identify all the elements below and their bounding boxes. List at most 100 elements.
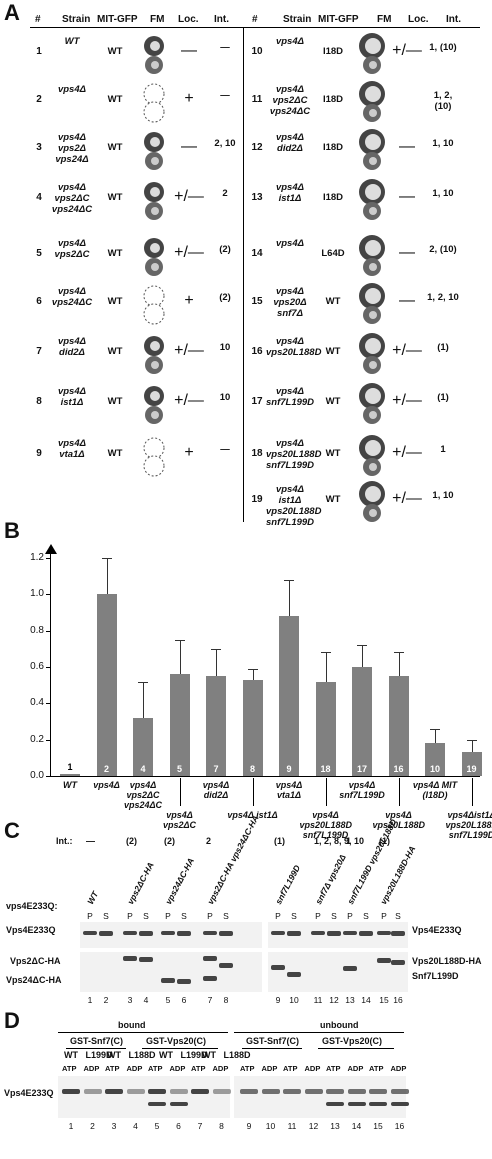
lane-number: 8 bbox=[219, 1121, 224, 1131]
protein-rule bbox=[142, 1048, 218, 1049]
ps-label: P bbox=[347, 911, 353, 921]
bar bbox=[206, 676, 226, 776]
mit-gfp-cell: WT bbox=[107, 296, 123, 307]
panel-d-label: D bbox=[4, 1008, 20, 1033]
ps-label: P bbox=[127, 911, 133, 921]
nucleotide-label: ATP bbox=[283, 1064, 298, 1073]
fm-image bbox=[354, 128, 390, 177]
row-number: 8 bbox=[36, 396, 42, 407]
row-number: 17 bbox=[251, 396, 263, 407]
band-vps4 bbox=[347, 1089, 366, 1094]
row-number: 14 bbox=[251, 248, 263, 259]
row-number: 13 bbox=[251, 192, 263, 203]
fm-image bbox=[354, 434, 390, 483]
bar bbox=[96, 594, 117, 776]
genotype-label: vps4E233Q: bbox=[6, 901, 58, 911]
y-axis bbox=[50, 552, 51, 776]
band-vps4 bbox=[177, 931, 191, 936]
fm-image bbox=[136, 128, 172, 177]
header-loc: Loc. bbox=[178, 14, 199, 25]
lane-number: 4 bbox=[143, 995, 149, 1005]
int-label: Int.: bbox=[56, 836, 73, 846]
variant-label: WT bbox=[202, 1050, 216, 1060]
mit-gfp-cell: WT bbox=[107, 94, 123, 105]
header-int-right: Int. bbox=[446, 14, 461, 25]
error-bar-cap bbox=[174, 639, 185, 641]
bar-category-label: vps4Δ vps20L188D snf7L199D bbox=[299, 810, 353, 840]
header-strain-right: Strain bbox=[283, 14, 312, 25]
ps-label: S bbox=[181, 911, 187, 921]
lane-number: 9 bbox=[246, 1121, 252, 1131]
label-connector bbox=[398, 778, 400, 806]
error-bar-cap bbox=[357, 645, 367, 647]
lane-number: 16 bbox=[393, 995, 403, 1005]
lane-number: 12 bbox=[329, 995, 339, 1005]
label-vps4-e233q-left: Vps4E233Q bbox=[6, 925, 56, 935]
fm-image bbox=[354, 178, 390, 227]
row-number: 16 bbox=[251, 346, 263, 357]
genotype-label: vps2ΔC-HA vps24ΔC-HA bbox=[205, 813, 261, 906]
mit-gfp-cell: WT bbox=[325, 448, 341, 459]
ps-label: S bbox=[143, 911, 149, 921]
lane-number: 15 bbox=[373, 1121, 383, 1131]
lane-number: 6 bbox=[181, 995, 187, 1005]
int-cell: 1 bbox=[440, 444, 446, 455]
gel-c-bottom-left bbox=[80, 952, 262, 992]
loc-cell: +/— bbox=[174, 188, 204, 205]
mit-gfp-cell: WT bbox=[325, 396, 341, 407]
genotype-label: snf7L199D bbox=[273, 863, 303, 906]
band-lower bbox=[271, 965, 285, 970]
band-vps4 bbox=[99, 931, 113, 936]
band-vps4 bbox=[83, 1089, 102, 1094]
band-vps4 bbox=[139, 931, 153, 936]
int-cell: 1, (10) bbox=[429, 42, 457, 53]
y-tick-label: 1.0 bbox=[30, 588, 44, 600]
strain-cell: vps4Δ vta1Δ bbox=[57, 438, 87, 460]
band-vps4 bbox=[148, 1089, 166, 1094]
ps-label: P bbox=[315, 911, 321, 921]
variant-label: WT bbox=[107, 1050, 121, 1060]
y-tick-label: 0.6 bbox=[30, 661, 44, 672]
bar-id-label: 5 bbox=[176, 764, 182, 774]
loc-cell: +/— bbox=[392, 42, 422, 59]
band-vps4 bbox=[326, 1089, 344, 1094]
strain-cell: vps4Δ vps2Δ vps24Δ bbox=[55, 132, 89, 165]
error-bar bbox=[289, 579, 290, 617]
strain-cell: vps4Δ vps24ΔC bbox=[51, 286, 93, 308]
y-tick-label: 0.8 bbox=[30, 624, 44, 636]
fm-image bbox=[354, 32, 390, 81]
band-lower bbox=[343, 966, 357, 971]
band-lower bbox=[203, 956, 217, 961]
band-vps4 bbox=[377, 931, 391, 935]
mit-gfp-cell: WT bbox=[325, 296, 341, 307]
strain-cell: vps4Δ ist1Δ vps20L188D snf7L199D bbox=[266, 484, 322, 528]
bar bbox=[279, 616, 299, 776]
error-bar bbox=[179, 639, 181, 675]
mit-gfp-cell: WT bbox=[107, 46, 123, 57]
nucleotide-label: ADP bbox=[169, 1064, 186, 1073]
error-bar-cap bbox=[101, 558, 112, 559]
band-gst bbox=[326, 1102, 344, 1106]
ps-label: S bbox=[331, 911, 337, 921]
bar-id-label: 2 bbox=[103, 764, 109, 774]
nucleotide-label: ATP bbox=[326, 1064, 341, 1073]
unbound-rule bbox=[234, 1032, 404, 1033]
band-lower bbox=[391, 960, 405, 965]
x-axis bbox=[50, 776, 480, 777]
lane-number: 7 bbox=[207, 995, 213, 1005]
int-value: 2 bbox=[206, 836, 212, 846]
fm-image bbox=[136, 32, 172, 81]
lane-number: 2 bbox=[90, 1121, 95, 1131]
bar-category-label: vps4Δ vps2ΔC vps24ΔC bbox=[123, 780, 163, 810]
nucleotide-label: ADP bbox=[390, 1064, 407, 1073]
ps-label: S bbox=[103, 911, 109, 921]
lane-number: 12 bbox=[308, 1121, 319, 1131]
header-int: Int. bbox=[214, 14, 229, 25]
int-cell: 2 bbox=[222, 188, 228, 199]
ps-label: P bbox=[275, 911, 281, 921]
mit-gfp-cell: WT bbox=[107, 248, 123, 259]
genotype-label: snf7Δ vps20Δ bbox=[313, 852, 348, 906]
y-tick-label: 0.2 bbox=[30, 733, 44, 745]
nucleotide-label: ADP bbox=[347, 1064, 364, 1073]
band-vps4 bbox=[219, 931, 233, 936]
